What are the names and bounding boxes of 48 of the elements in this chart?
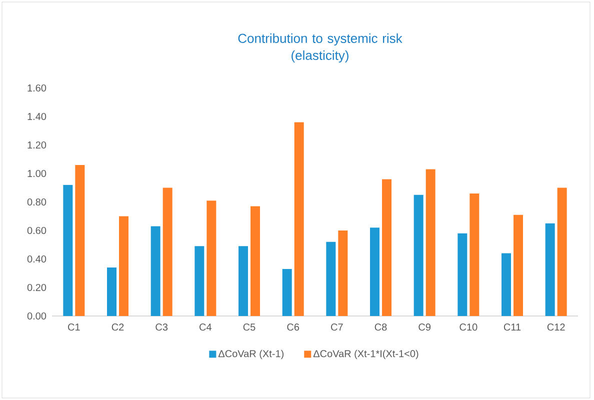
x-tick-label: C3 <box>156 324 168 331</box>
bar <box>470 193 480 316</box>
bar <box>206 200 216 316</box>
bar <box>238 246 248 316</box>
y-tick-label: 1.20 <box>28 141 46 149</box>
y-tick-label: 0.20 <box>27 284 46 292</box>
x-tick-label: C2 <box>112 324 124 331</box>
x-tick-label: C12 <box>547 324 565 331</box>
bar <box>107 268 117 316</box>
x-tick-label: C11 <box>504 324 521 331</box>
bar <box>250 206 260 316</box>
x-tick-label: C6 <box>287 324 300 331</box>
bar <box>294 122 304 316</box>
bar <box>458 233 468 316</box>
x-tick-label: C9 <box>418 324 431 331</box>
bar <box>545 223 555 316</box>
x-tick-label: C10 <box>460 324 478 331</box>
bar <box>338 230 348 316</box>
bar <box>282 268 292 316</box>
x-tick-label: C5 <box>243 324 256 331</box>
bar <box>75 164 85 316</box>
x-tick-label: C8 <box>374 324 387 331</box>
x-tick-label: C7 <box>331 324 343 331</box>
y-tick-label: 0.60 <box>27 226 46 234</box>
bar <box>514 214 524 316</box>
bar <box>119 216 128 316</box>
y-tick-label: 0.80 <box>27 198 46 206</box>
legend-label: ΔCoVaR (Xt-1) <box>218 350 284 360</box>
bar <box>414 194 424 316</box>
y-tick-label: 0.00 <box>27 312 46 320</box>
bar <box>557 188 567 316</box>
bar <box>194 246 204 316</box>
bar <box>150 226 160 316</box>
bar <box>426 169 436 316</box>
y-tick-label: 1.00 <box>28 170 46 178</box>
x-tick-label: C1 <box>68 324 80 331</box>
chart-title: Contribution to systemic risk (elasticity) <box>238 33 402 63</box>
legend-label: ΔCoVaR (Xt-1*I(Xt-1<0) <box>313 350 418 360</box>
y-tick-label: 1.40 <box>28 112 46 120</box>
y-tick-label: 0.40 <box>27 255 46 263</box>
x-tick-label: C4 <box>200 324 212 331</box>
bar <box>162 188 172 316</box>
bar <box>370 228 380 316</box>
y-tick-label: 1.60 <box>28 84 46 92</box>
bar <box>502 253 512 316</box>
bar <box>63 184 73 316</box>
bar <box>326 242 336 316</box>
bar <box>382 179 392 316</box>
